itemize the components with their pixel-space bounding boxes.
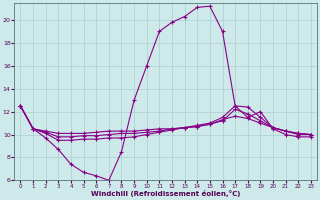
X-axis label: Windchill (Refroidissement éolien,°C): Windchill (Refroidissement éolien,°C)	[91, 190, 240, 197]
